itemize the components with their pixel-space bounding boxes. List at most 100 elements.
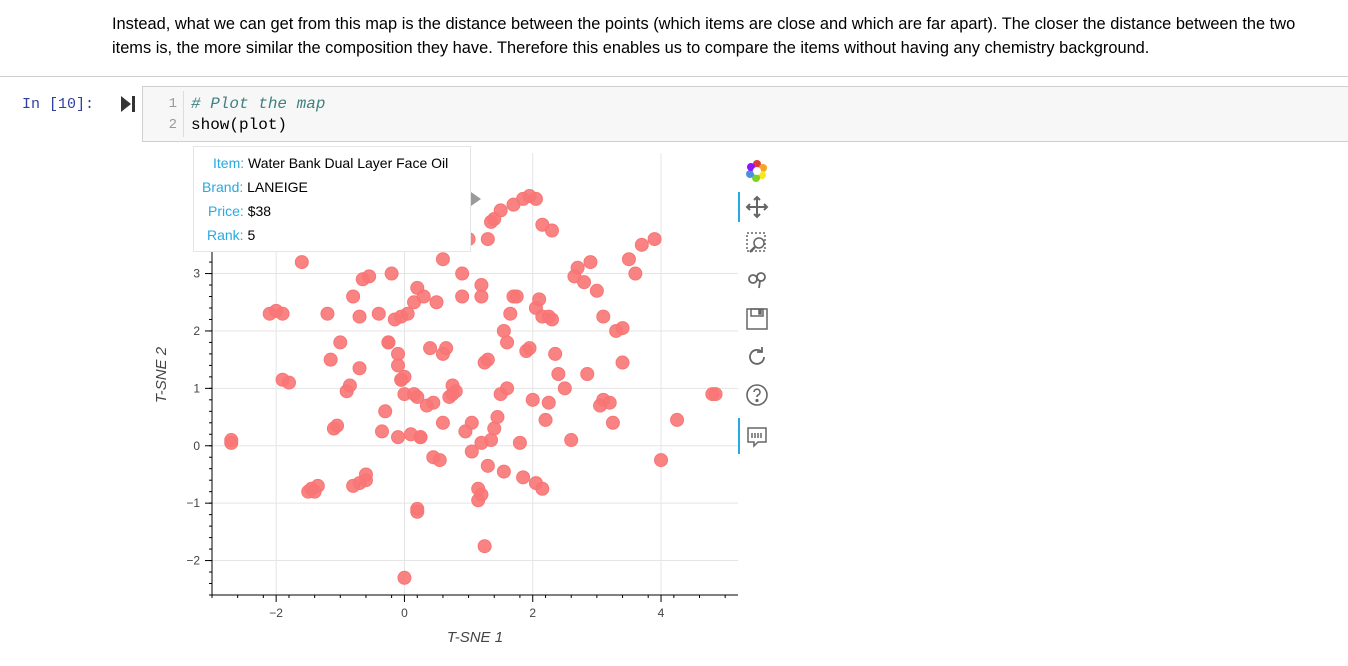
scatter-point[interactable] [330, 418, 345, 433]
scatter-point[interactable] [593, 398, 608, 413]
scatter-point[interactable] [333, 335, 348, 350]
scatter-point[interactable] [538, 412, 553, 427]
scatter-point[interactable] [500, 381, 515, 396]
scatter-point[interactable] [544, 312, 559, 327]
scatter-point[interactable] [381, 335, 396, 350]
box-zoom-icon[interactable] [742, 228, 772, 258]
bokeh-logo-icon[interactable] [742, 156, 772, 186]
scatter-point[interactable] [480, 458, 495, 473]
scatter-point[interactable] [323, 352, 338, 367]
scatter-point[interactable] [423, 341, 438, 356]
scatter-point[interactable] [346, 478, 361, 493]
scatter-point[interactable] [551, 367, 566, 381]
scatter-point[interactable] [628, 266, 643, 281]
scatter-point[interactable] [439, 341, 454, 356]
reset-icon[interactable] [742, 342, 772, 372]
scatter-point[interactable] [378, 404, 393, 419]
scatter-point[interactable] [564, 433, 579, 448]
scatter-point[interactable] [596, 309, 611, 324]
scatter-point[interactable] [480, 232, 495, 247]
scatter-point[interactable] [605, 415, 620, 430]
scatter-point[interactable] [528, 191, 543, 206]
scatter-point[interactable] [352, 309, 367, 324]
scatter-point[interactable] [464, 444, 479, 459]
scatter-point[interactable] [615, 355, 630, 370]
run-cell-icon[interactable] [120, 95, 136, 113]
scatter-point[interactable] [548, 346, 563, 361]
scatter-point[interactable] [621, 252, 636, 267]
save-icon[interactable] [742, 304, 772, 334]
scatter-point[interactable] [522, 341, 537, 356]
scatter-point[interactable] [275, 306, 290, 321]
scatter-point[interactable] [371, 306, 386, 321]
scatter-point[interactable] [557, 381, 572, 396]
code-line-show[interactable]: show(plot) [191, 116, 288, 134]
scatter-point[interactable] [374, 424, 389, 439]
scatter-point[interactable] [391, 430, 406, 445]
scatter-point[interactable] [500, 335, 515, 350]
scatter-point[interactable] [512, 435, 527, 450]
scatter-point[interactable] [474, 487, 489, 502]
scatter-point[interactable] [391, 346, 406, 361]
scatter-point[interactable] [583, 255, 598, 270]
scatter-point[interactable] [426, 395, 441, 410]
scatter-point[interactable] [577, 275, 592, 290]
scatter-point[interactable] [448, 384, 463, 399]
scatter-point[interactable] [615, 321, 630, 336]
scatter-point[interactable] [532, 292, 547, 307]
scatter-point[interactable] [416, 289, 431, 304]
scatter-point[interactable] [544, 223, 559, 238]
data-points[interactable] [224, 189, 723, 585]
wheel-zoom-icon[interactable] [742, 264, 772, 294]
scatter-point[interactable] [670, 412, 685, 427]
pan-icon[interactable] [742, 192, 772, 222]
scatter-point[interactable] [634, 237, 649, 252]
scatter-point[interactable] [496, 464, 511, 479]
hover-icon[interactable] [742, 422, 772, 452]
scatter-point[interactable] [503, 306, 518, 321]
scatter-point[interactable] [432, 453, 447, 468]
scatter-point[interactable] [281, 375, 296, 390]
scatter-point[interactable] [407, 387, 422, 402]
scatter-point[interactable] [516, 470, 531, 485]
scatter-point[interactable] [541, 395, 556, 410]
scatter-point[interactable] [496, 323, 511, 338]
scatter-point[interactable] [429, 295, 444, 310]
scatter-point[interactable] [397, 570, 412, 585]
scatter-point[interactable] [493, 203, 508, 218]
scatter-point[interactable] [509, 289, 524, 304]
scatter-point[interactable] [708, 387, 723, 402]
scatter-point[interactable] [474, 278, 489, 293]
scatter-point[interactable] [346, 289, 361, 304]
scatter-point[interactable] [224, 433, 239, 448]
scatter-point[interactable] [342, 378, 357, 393]
scatter-point[interactable] [474, 435, 489, 450]
scatter-point[interactable] [435, 252, 450, 267]
scatter-point[interactable] [294, 255, 309, 270]
scatter-point[interactable] [455, 289, 470, 304]
scatter-point[interactable] [394, 372, 409, 387]
scatter-point[interactable] [525, 392, 540, 407]
scatter-point[interactable] [647, 232, 662, 247]
scatter-point[interactable] [570, 260, 585, 275]
scatter-point[interactable] [400, 306, 415, 321]
scatter-point[interactable] [580, 367, 595, 381]
scatter-point[interactable] [320, 306, 335, 321]
scatter-point[interactable] [410, 504, 425, 519]
scatter-point[interactable] [362, 269, 377, 284]
scatter-point[interactable] [589, 283, 604, 298]
scatter-point[interactable] [352, 361, 367, 376]
scatter-point[interactable] [480, 352, 495, 367]
code-cell-editor[interactable]: 1 2 # Plot the map show(plot) [142, 86, 1348, 142]
scatter-point[interactable] [490, 410, 505, 425]
help-icon[interactable] [742, 380, 772, 410]
scatter-point[interactable] [464, 415, 479, 430]
scatter-point[interactable] [654, 453, 669, 468]
scatter-point[interactable] [535, 481, 550, 496]
code-line-comment[interactable]: # Plot the map [191, 95, 326, 113]
scatter-point[interactable] [487, 421, 502, 436]
scatter-point[interactable] [384, 266, 399, 281]
scatter-point[interactable] [477, 539, 492, 554]
scatter-point[interactable] [455, 266, 470, 281]
scatter-point[interactable] [435, 415, 450, 430]
